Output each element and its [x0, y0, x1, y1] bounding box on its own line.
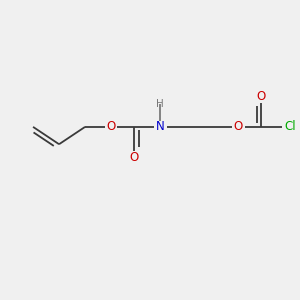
Text: O: O [106, 120, 116, 134]
Text: Cl: Cl [284, 120, 296, 134]
Text: O: O [234, 120, 243, 134]
Text: H: H [156, 99, 164, 109]
Text: O: O [130, 151, 139, 164]
Text: O: O [257, 90, 266, 103]
Text: N: N [156, 120, 165, 134]
